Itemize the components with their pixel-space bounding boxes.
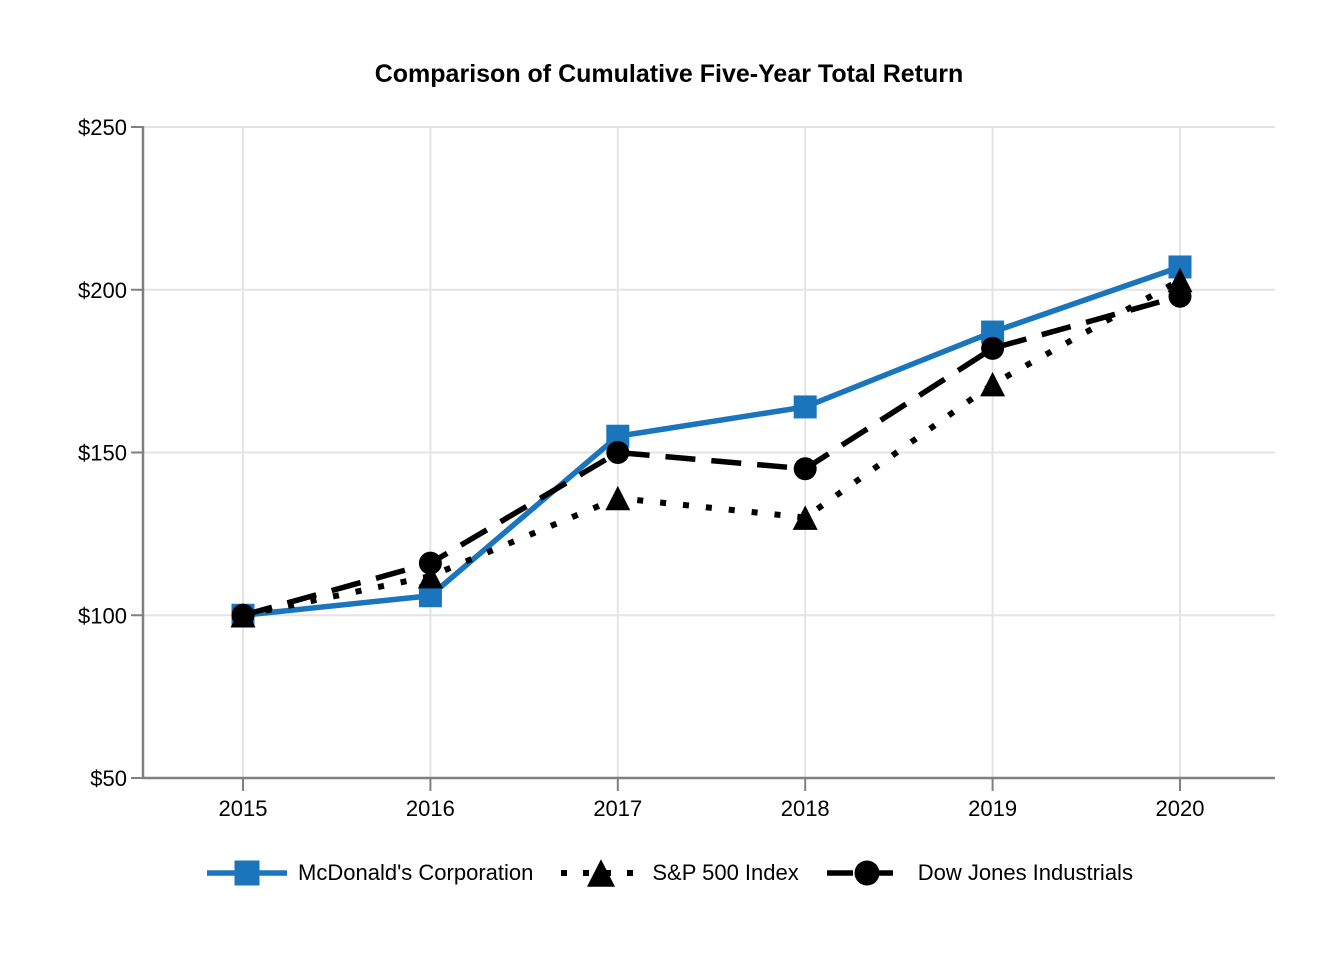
data-point-square-marker <box>418 584 442 608</box>
series-sp500 <box>230 267 1193 628</box>
data-point-triangle-marker <box>1167 267 1193 293</box>
series-dowjones <box>231 284 1192 627</box>
data-point-triangle-marker <box>605 485 631 511</box>
data-point-triangle-marker <box>792 505 818 530</box>
legend-label: Dow Jones Industrials <box>917 860 1133 885</box>
legend-item-sp500-index: S&P 500 Index <box>559 856 799 890</box>
legend-label: S&P 500 Index <box>652 860 799 885</box>
data-point-circle-marker <box>418 551 442 575</box>
data-point-triangle-marker <box>980 371 1006 397</box>
legend-swatch-dashed-circle-icon <box>826 860 907 886</box>
line-chart-plot-area: $50 $100 $150 $200 $250 2015 2016 2017 2018 2019 2… <box>78 115 1275 821</box>
x-axis-tick-label: 2019 <box>968 796 1017 821</box>
data-point-circle-marker <box>1168 284 1192 308</box>
legend-triangle-marker <box>587 859 616 887</box>
series-line <box>242 277 1182 619</box>
data-point-square-marker <box>606 424 630 448</box>
data-point-triangle-marker <box>417 563 443 589</box>
data-point-circle-marker <box>981 336 1005 360</box>
x-axis-tick-label: 2017 <box>593 796 642 821</box>
data-point-circle-marker <box>231 603 255 627</box>
legend-square-marker <box>234 860 260 886</box>
y-axis-tick-label: $200 <box>78 278 127 303</box>
legend-swatch-solid-square-icon <box>207 860 288 886</box>
x-axis-tick-label: 2018 <box>781 796 830 821</box>
legend-label: McDonald's Corporation <box>298 860 534 885</box>
chart-legend: McDonald's Corporation S&P 500 Index Dow… <box>0 856 1338 890</box>
data-point-square-marker <box>981 320 1005 344</box>
data-point-circle-marker <box>793 457 817 481</box>
series-mcdonalds <box>231 255 1192 627</box>
series-line <box>242 264 1181 618</box>
y-axis-tick-label: $100 <box>78 603 127 628</box>
y-axis-tick-label: $250 <box>78 115 127 140</box>
data-point-square-marker <box>793 395 817 419</box>
chart-title: Comparison of Cumulative Five-Year Total… <box>374 60 964 88</box>
legend-item-dow-jones-industrials: Dow Jones Industrials <box>825 856 1133 890</box>
series-line <box>242 293 1181 618</box>
data-point-circle-marker <box>606 441 630 464</box>
data-point-square-marker <box>1168 255 1192 279</box>
legend-swatch-dotted-triangle-icon <box>561 859 642 887</box>
x-axis-tick-label: 2016 <box>406 796 455 821</box>
y-axis-tick-label: $50 <box>90 766 127 791</box>
legend-circle-marker <box>854 860 880 886</box>
legend-item-mcdonalds-corporation: McDonald's Corporation <box>205 856 533 890</box>
y-axis-tick-label: $150 <box>78 441 127 466</box>
x-axis-tick-label: 2015 <box>219 796 268 821</box>
x-axis-tick-label: 2020 <box>1156 796 1205 821</box>
